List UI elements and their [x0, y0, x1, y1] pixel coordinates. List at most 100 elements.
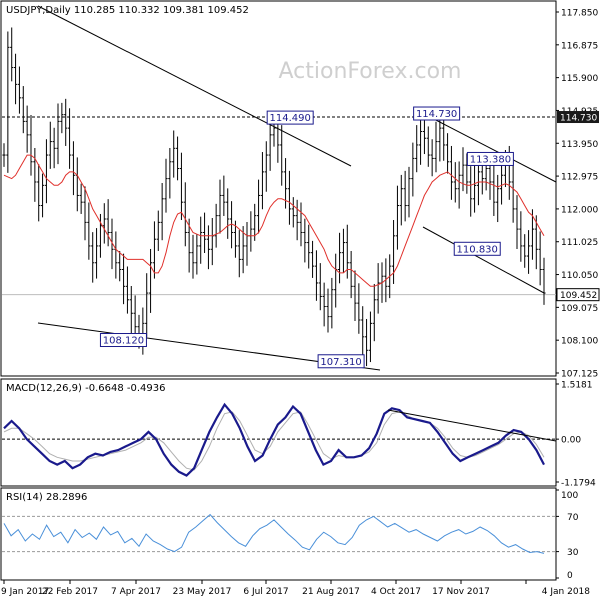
ohlc-bar — [106, 199, 110, 247]
date-tick-label: 17 Nov 2017 — [432, 587, 490, 597]
ohlc-bar — [395, 185, 400, 250]
ohlc-bar — [110, 218, 114, 270]
ohlc-bar — [449, 145, 454, 200]
ohlc-bar — [542, 257, 546, 305]
ohlc-bar — [94, 228, 99, 279]
ohlc-bar — [52, 127, 56, 169]
ohlc-bar — [125, 266, 130, 314]
rsi-panel: RSI(14) 28.2896 100 70 30 0 — [0, 487, 579, 581]
price-tick-label: 112.000 — [561, 205, 598, 215]
ohlc-bar — [337, 232, 342, 284]
ohlc-bar — [160, 182, 164, 241]
ohlc-bar — [48, 121, 52, 169]
price-annotation: 114.730 — [413, 106, 461, 121]
ohlc-bar — [179, 152, 184, 221]
ohlc-bar — [175, 136, 180, 181]
ohlc-bar — [60, 102, 64, 134]
macd-panel: MACD(12,26,9) -0.6648 -0.4936 1.5181 0.00… — [0, 378, 596, 489]
rsi-tick-label: 0 — [567, 571, 573, 581]
ohlc-bar — [83, 186, 87, 241]
ohlc-bar — [79, 183, 83, 214]
ohlc-bar — [445, 133, 450, 174]
price-annotation-label: 108.120 — [103, 336, 144, 347]
ohlc-bar — [434, 121, 438, 173]
price-tick-label: 110.050 — [561, 271, 598, 281]
ohlc-bar — [44, 139, 49, 204]
ohlc-bar — [71, 141, 76, 196]
ohlc-bar — [241, 226, 245, 274]
price-panel-title: USDJPY,Daily 110.285 110.332 109.381 109… — [6, 5, 249, 16]
ohlc-bar — [280, 125, 284, 186]
ohlc-bar — [530, 209, 535, 260]
ohlc-bar — [357, 283, 361, 334]
ohlc-bar — [222, 175, 226, 216]
ohlc-bar — [411, 142, 415, 197]
ohlc-bar — [10, 27, 14, 82]
ohlc-bar — [287, 170, 292, 225]
ohlc-bar — [538, 231, 542, 286]
ohlc-bar — [37, 164, 41, 222]
ohlc-bar — [91, 232, 95, 283]
ohlc-bar — [199, 216, 203, 264]
ohlc-bar — [67, 108, 72, 169]
date-tick-label: 9 Jan 2017 — [1, 587, 49, 597]
date-tick-label: 22 Feb 2017 — [42, 587, 98, 597]
ohlc-bar — [87, 202, 91, 260]
ohlc-bar — [25, 105, 29, 153]
ohlc-bar — [260, 152, 265, 210]
ohlc-bar — [399, 174, 403, 226]
ohlc-bar — [164, 158, 168, 213]
rsi-tick-label: 70 — [567, 513, 579, 523]
resistance-price-box — [557, 111, 599, 124]
ohlc-bar — [472, 165, 477, 213]
ohlc-bar — [172, 130, 176, 178]
price-annotation-label: 113.380 — [470, 154, 511, 165]
ohlc-bar — [121, 253, 126, 305]
ohlc-bar — [233, 220, 238, 258]
price-tick-label: 116.875 — [561, 41, 598, 51]
ohlc-bar — [496, 174, 500, 223]
ohlc-bar — [29, 114, 33, 176]
ohlc-bar — [64, 98, 68, 146]
ohlc-bar — [218, 179, 222, 234]
price-panel-frame — [0, 0, 557, 377]
ohlc-bar — [56, 103, 60, 165]
ohlc-bar — [322, 282, 326, 327]
ohlc-bar — [226, 188, 230, 239]
date-tick-label: 23 May 2017 — [173, 587, 232, 597]
macd-tick-label: 0.00 — [561, 436, 581, 446]
rsi-tick-label: 30 — [567, 548, 579, 558]
price-annotation: 107.310 — [317, 354, 365, 369]
ohlc-bar — [361, 306, 365, 357]
ohlc-bar — [341, 228, 346, 273]
macd-trendline — [387, 409, 557, 442]
ohlc-bar — [102, 203, 106, 244]
ohlc-bar — [6, 31, 10, 173]
ohlc-bar — [519, 211, 523, 262]
ohlc-bar — [465, 153, 469, 194]
ohlc-bar — [17, 66, 22, 114]
ohlc-bar — [229, 201, 234, 249]
price-panel: ActionForex.com USDJPY,Daily 110.285 110… — [0, 0, 600, 380]
ohlc-bar — [256, 179, 261, 234]
macd-tick-label: 1.5181 — [561, 381, 593, 391]
ohlc-bar — [307, 224, 311, 269]
price-tick-label: 111.025 — [561, 238, 598, 248]
ohlc-bar — [330, 277, 334, 329]
ohlc-bar — [526, 230, 531, 274]
date-tick-label: 21 Aug 2017 — [302, 587, 360, 597]
price-annotation-label: 114.730 — [416, 109, 457, 120]
ohlc-bar — [457, 161, 461, 209]
ohlc-bar — [415, 125, 419, 173]
price-annotation: 110.830 — [453, 241, 501, 256]
ohlc-bar — [453, 162, 457, 203]
ohlc-bar — [2, 143, 6, 167]
ohlc-bar — [13, 53, 18, 105]
price-tick-label: 108.100 — [561, 337, 598, 347]
ohlc-bar — [314, 250, 319, 301]
ohlc-bar — [299, 202, 303, 247]
price-annotation: 108.120 — [99, 333, 147, 348]
ohlc-bar — [156, 210, 160, 251]
rsi-panel-title: RSI(14) 28.2896 — [6, 492, 87, 503]
ohlc-bar — [318, 263, 322, 311]
